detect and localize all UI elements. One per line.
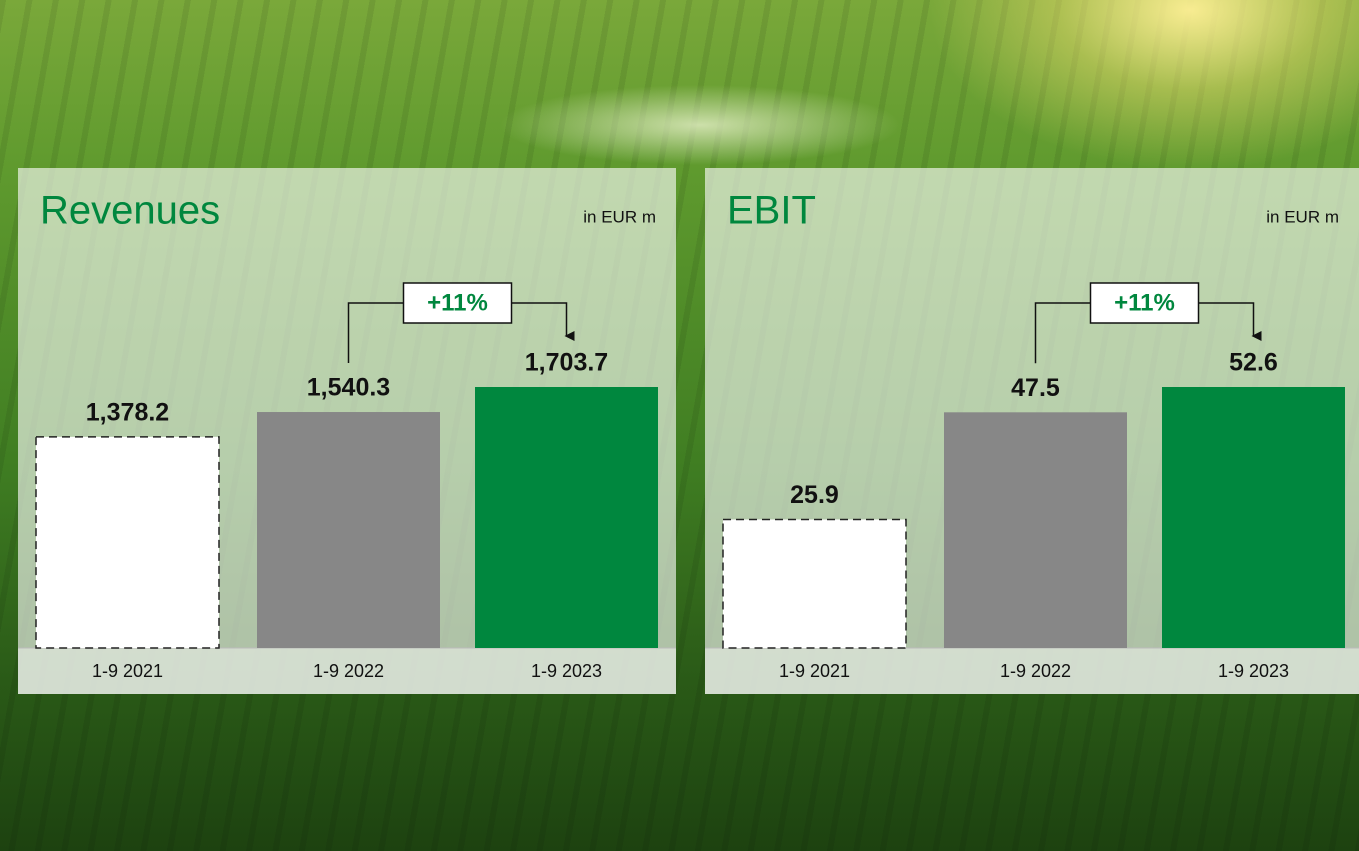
category-strip xyxy=(18,648,676,694)
value-label: 25.9 xyxy=(790,481,839,509)
growth-bracket xyxy=(1034,302,1254,364)
bar xyxy=(475,387,658,648)
growth-bracket xyxy=(347,302,567,364)
category-label: 1-9 2022 xyxy=(1000,661,1071,681)
chart-title: EBIT xyxy=(727,189,816,233)
category-strip xyxy=(705,648,1359,694)
category-label: 1-9 2023 xyxy=(1218,661,1289,681)
category-label: 1-9 2023 xyxy=(531,661,602,681)
bar xyxy=(35,436,220,649)
value-label: 47.5 xyxy=(1011,374,1060,402)
category-label: 1-9 2021 xyxy=(92,661,163,681)
value-label: 52.6 xyxy=(1229,349,1278,377)
bar xyxy=(1162,387,1345,648)
chart-title: Revenues xyxy=(40,189,220,233)
annotation-box xyxy=(402,282,513,324)
value-label: 1,703.7 xyxy=(525,349,608,377)
bar xyxy=(722,518,907,649)
category-label: 1-9 2022 xyxy=(313,661,384,681)
unit-label: in EUR m xyxy=(1266,207,1339,226)
value-label: 1,378.2 xyxy=(86,398,169,426)
growth-annotation: +11% xyxy=(1114,289,1175,316)
value-label: 1,540.3 xyxy=(307,374,390,402)
category-label: 1-9 2021 xyxy=(779,661,850,681)
annotation-box xyxy=(1089,282,1200,324)
bar xyxy=(944,412,1127,648)
unit-label: in EUR m xyxy=(583,207,656,226)
growth-annotation: +11% xyxy=(427,289,488,316)
bar xyxy=(257,412,440,648)
